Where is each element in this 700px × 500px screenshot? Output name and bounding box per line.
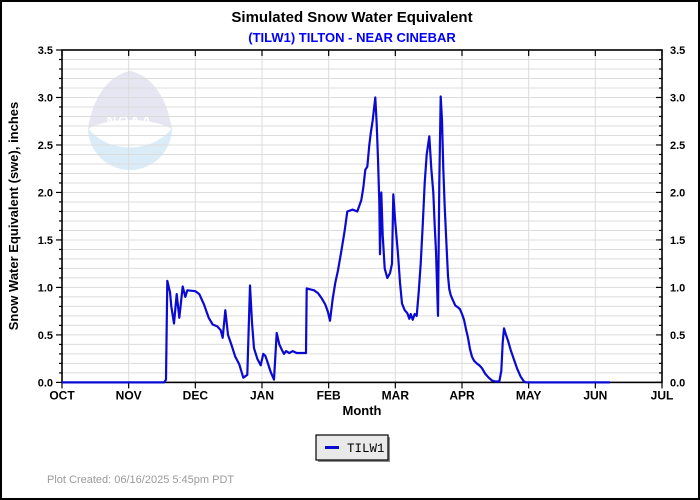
noaa-logo-gull [109,132,153,142]
y-tick-label-left: 3.5 [38,45,53,57]
y-tick-label-right: 0.5 [670,330,685,342]
chart-title: Simulated Snow Water Equivalent [231,9,472,26]
y-tick-label-left: 1.5 [38,235,53,247]
legend-label: TILW1 [347,442,385,456]
y-tick-label-left: 3.0 [38,92,53,104]
y-tick-label-left: 0.5 [38,330,53,342]
legend-box [315,434,389,461]
x-tick-label: OCT [49,388,75,402]
y-tick-label-right: 2.5 [670,140,685,152]
y-tick-label-right: 3.5 [670,45,685,57]
axis-ticks [56,49,663,389]
x-axis-labels: OCT NOV DEC JAN FEB MAR APR MAY JUN JUL [49,388,673,402]
x-tick-label: NOV [116,388,142,402]
x-tick-label: FEB [317,388,341,402]
x-tick-label: DEC [183,388,209,402]
plot-created-timestamp: Plot Created: 06/16/2025 5:45pm PDT [47,474,234,486]
y-axis-labels-right: 0.0 0.5 1.0 1.5 2.0 2.5 3.0 3.5 [670,45,685,389]
y-tick-label-left: 2.5 [38,140,53,152]
plot-border [61,49,663,384]
noaa-logo-wave [88,128,172,170]
noaa-logo-dome [88,71,172,129]
y-tick-label-left: 0.0 [38,377,53,389]
y-tick-label-right: 1.0 [670,282,685,294]
y-tick-label-right: 2.0 [670,187,685,199]
noaa-logo-watermark: NOAA [88,71,172,170]
x-tick-label: JAN [250,388,274,402]
y-tick-label-left: 2.0 [38,187,53,199]
x-tick-label: JUN [583,388,607,402]
x-tick-label: APR [449,388,475,402]
x-tick-label: MAY [516,388,542,402]
y-tick-label-right: 0.0 [670,377,685,389]
y-tick-label-right: 3.0 [670,92,685,104]
chart-subtitle: (TILW1) TILTON - NEAR CINEBAR [248,30,456,45]
y-tick-label-left: 1.0 [38,282,53,294]
gridlines [62,50,662,383]
y-tick-label-right: 1.5 [670,235,685,247]
x-tick-label: MAR [382,388,410,402]
x-tick-label: JUL [651,388,674,402]
legend: TILW1 [315,434,390,462]
y-axis-labels-left: 0.0 0.5 1.0 1.5 2.0 2.5 3.0 3.5 [38,45,53,389]
y-axis-title: Snow Water Equivalent (swe), inches [6,102,21,331]
x-axis-title: Month [343,403,382,418]
series-line-tilw1 [62,95,610,384]
